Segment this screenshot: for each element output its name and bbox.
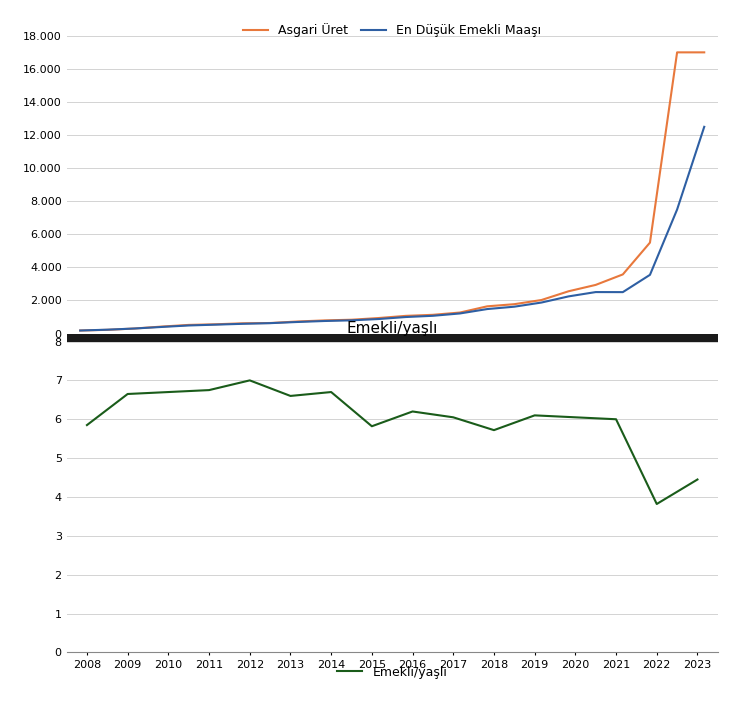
En Düşük Emekli Maaşı — [157, 323, 166, 331]
Emekli/yaşlı — [653, 500, 662, 508]
Legend: Emekli/yaşlı: Emekli/yaşlı — [332, 660, 452, 683]
Asgari Üret — [212, 320, 221, 328]
Emekli/yaşlı — [246, 376, 255, 385]
En Düşük Emekli Maaşı — [184, 321, 193, 330]
Emekli/yaşlı — [327, 388, 336, 397]
Asgari Üret — [482, 302, 491, 310]
En Düşük Emekli Maaşı — [103, 326, 112, 334]
En Düşük Emekli Maaşı — [238, 320, 247, 328]
Title: Emekli/yaşlı: Emekli/yaşlı — [346, 321, 438, 336]
Asgari Üret — [564, 287, 573, 295]
Asgari Üret — [374, 314, 383, 323]
En Düşük Emekli Maaşı — [537, 298, 546, 307]
Emekli/yaşlı — [124, 389, 132, 398]
Legend: Asgari Üret, En Düşük Emekli Maaşı: Asgari Üret, En Düşük Emekli Maaşı — [238, 18, 546, 42]
Emekli/yaşlı — [83, 421, 92, 429]
En Düşük Emekli Maaşı — [456, 309, 465, 318]
Asgari Üret — [103, 326, 112, 334]
En Düşük Emekli Maaşı — [212, 320, 221, 329]
Asgari Üret — [401, 312, 410, 320]
Asgari Üret — [266, 319, 275, 328]
En Düşük Emekli Maaşı — [510, 303, 519, 311]
En Düşük Emekli Maaşı — [700, 123, 709, 131]
En Düşük Emekli Maaşı — [75, 326, 84, 335]
En Düşük Emekli Maaşı — [401, 313, 410, 321]
Asgari Üret — [157, 322, 166, 331]
Asgari Üret — [428, 310, 437, 319]
Asgari Üret — [184, 320, 193, 329]
Asgari Üret — [700, 48, 709, 57]
Emekli/yaşlı — [612, 415, 621, 424]
Emekli/yaşlı — [531, 411, 539, 419]
Asgari Üret — [537, 295, 546, 304]
Asgari Üret — [673, 48, 682, 57]
Line: Emekli/yaşlı: Emekli/yaşlı — [87, 381, 698, 504]
En Düşük Emekli Maaşı — [428, 311, 437, 320]
Asgari Üret — [293, 317, 302, 326]
Emekli/yaşlı — [693, 475, 702, 484]
Asgari Üret — [130, 324, 139, 333]
En Düşük Emekli Maaşı — [130, 324, 139, 333]
Line: En Düşük Emekli Maaşı: En Düşük Emekli Maaşı — [80, 127, 704, 331]
En Düşük Emekli Maaşı — [591, 288, 600, 296]
Asgari Üret — [320, 316, 329, 325]
Emekli/yaşlı — [286, 391, 295, 400]
Emekli/yaşlı — [368, 422, 377, 430]
Line: Asgari Üret: Asgari Üret — [80, 52, 704, 331]
Asgari Üret — [645, 238, 654, 247]
Asgari Üret — [347, 315, 356, 324]
Emekli/yaşlı — [205, 386, 214, 394]
En Düşük Emekli Maaşı — [645, 270, 654, 279]
En Düşük Emekli Maaşı — [374, 315, 383, 323]
En Düşük Emekli Maaşı — [619, 288, 628, 296]
En Düşük Emekli Maaşı — [293, 318, 302, 326]
Emekli/yaşlı — [571, 413, 580, 422]
Emekli/yaşlı — [449, 413, 458, 422]
En Düşük Emekli Maaşı — [347, 316, 356, 325]
Asgari Üret — [238, 319, 247, 328]
Emekli/yaşlı — [490, 426, 499, 435]
Asgari Üret — [510, 300, 519, 308]
En Düşük Emekli Maaşı — [320, 317, 329, 326]
En Düşük Emekli Maaşı — [266, 319, 275, 328]
En Düşük Emekli Maaşı — [564, 292, 573, 300]
En Düşük Emekli Maaşı — [482, 305, 491, 313]
Asgari Üret — [456, 308, 465, 317]
Asgari Üret — [619, 270, 628, 279]
Asgari Üret — [591, 280, 600, 289]
Asgari Üret — [75, 326, 84, 335]
En Düşük Emekli Maaşı — [673, 205, 682, 214]
Emekli/yaşlı — [408, 407, 417, 416]
Emekli/yaşlı — [164, 388, 173, 397]
